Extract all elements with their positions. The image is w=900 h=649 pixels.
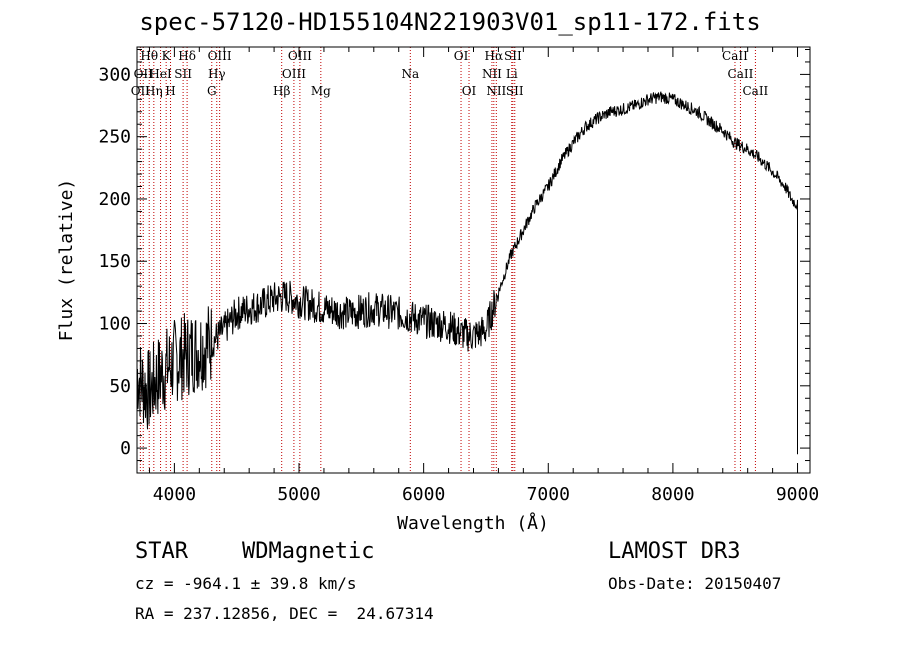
object-class: STAR	[135, 539, 188, 564]
line-label-18: OI	[462, 84, 477, 98]
y-axis-label: Flux (relative)	[56, 179, 77, 342]
x-tick-label-3: 7000	[527, 484, 570, 505]
y-tick-label-3: 150	[98, 251, 131, 272]
line-label-12: Hβ	[273, 84, 290, 98]
x-axis-ticks: 4000 5000 6000 7000 8000 9000	[148, 47, 819, 505]
line-label-10: Hγ	[208, 67, 226, 81]
spectrum-series	[136, 91, 798, 455]
x-tick-label-4: 8000	[651, 484, 694, 505]
line-label-6: H	[165, 84, 175, 98]
line-label-23: SII	[504, 49, 522, 63]
line-label-16: Na	[401, 67, 419, 81]
line-label-22: Li	[506, 67, 518, 81]
x-tick-label-0: 4000	[153, 484, 196, 505]
spectral-line-markers	[139, 47, 756, 473]
line-label-11: OIII	[208, 49, 232, 63]
line-label-14: OIII	[288, 49, 312, 63]
chart-title: spec-57120-HD155104N221903V01_sp11-172.f…	[139, 8, 761, 36]
line-label-21: NII	[486, 84, 506, 98]
redshift-value: cz = -964.1 ± 39.8 km/s	[135, 574, 357, 593]
spectrum-line	[136, 91, 798, 455]
line-label-0: OII	[131, 84, 151, 98]
line-label-3: Hη	[145, 84, 163, 98]
observation-date: Obs-Date: 20150407	[608, 574, 782, 593]
y-tick-label-5: 250	[98, 127, 131, 148]
x-tick-label-2: 6000	[402, 484, 445, 505]
line-label-26: CaII	[728, 67, 754, 81]
line-label-13: OIII	[282, 67, 306, 81]
x-tick-label-1: 5000	[277, 484, 320, 505]
coordinates: RA = 237.12856, DEC = 24.67314	[135, 604, 434, 623]
spectral-line-labels: OIIOIIHθHηHeIKHSIIHδGHγOIIIHβOIIIOIIIMgN…	[131, 49, 769, 98]
line-label-4: HeI	[149, 67, 172, 81]
line-label-8: Hδ	[178, 49, 196, 63]
object-subclass: WDMagnetic	[242, 539, 375, 564]
y-tick-label-4: 200	[98, 189, 131, 210]
line-label-25: CaII	[722, 49, 748, 63]
line-label-2: Hθ	[140, 49, 158, 63]
line-label-17: OI	[454, 49, 469, 63]
x-tick-label-5: 9000	[776, 484, 819, 505]
x-axis-label: Wavelength (Å)	[397, 512, 549, 534]
y-axis-ticks: 0 50 100 150 200 250 300	[98, 48, 810, 462]
line-label-27: CaII	[742, 84, 768, 98]
line-label-19: NII	[482, 67, 502, 81]
line-label-9: G	[207, 84, 217, 98]
line-label-7: SII	[174, 67, 192, 81]
y-tick-label-0: 0	[120, 438, 131, 459]
line-label-24: SII	[506, 84, 524, 98]
y-tick-label-1: 50	[109, 376, 131, 397]
plot-frame	[136, 46, 811, 474]
y-tick-label-6: 300	[98, 64, 131, 85]
line-label-15: Mg	[311, 84, 331, 98]
y-tick-label-2: 100	[98, 314, 131, 335]
line-label-5: K	[162, 49, 172, 63]
survey-name: LAMOST DR3	[608, 539, 741, 564]
line-label-20: Hα	[485, 49, 504, 63]
